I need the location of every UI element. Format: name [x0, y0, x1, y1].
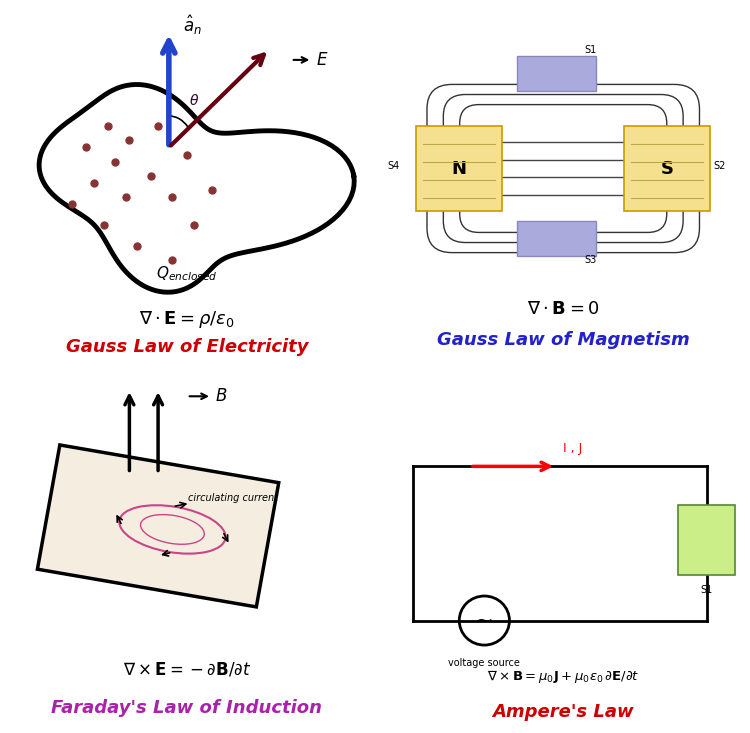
Text: $\nabla \cdot \mathbf{E} = \rho / \varepsilon_0$: $\nabla \cdot \mathbf{E} = \rho / \varep… [139, 309, 235, 330]
FancyBboxPatch shape [416, 127, 503, 210]
Text: Gauss Law of Electricity: Gauss Law of Electricity [65, 338, 308, 356]
Text: ~: ~ [475, 611, 494, 630]
FancyBboxPatch shape [678, 505, 735, 575]
Text: Gauss Law of Magnetism: Gauss Law of Magnetism [436, 331, 689, 349]
Text: I , J: I , J [563, 442, 583, 455]
Text: Ampere's Law: Ampere's Law [493, 703, 634, 721]
Polygon shape [38, 445, 279, 607]
Text: $\nabla \cdot \mathbf{B} = 0$: $\nabla \cdot \mathbf{B} = 0$ [526, 300, 599, 317]
Text: $\nabla \times \mathbf{E} = -\partial \mathbf{B} / \partial t$: $\nabla \times \mathbf{E} = -\partial \m… [123, 660, 251, 679]
Text: S3: S3 [585, 255, 597, 265]
Text: S1: S1 [700, 584, 712, 594]
Text: $Q_{enclosed}$: $Q_{enclosed}$ [156, 265, 218, 283]
Text: voltage source: voltage source [448, 658, 520, 668]
FancyBboxPatch shape [517, 221, 596, 256]
Text: S4: S4 [388, 161, 400, 171]
Text: Faraday's Law of Induction: Faraday's Law of Induction [51, 699, 322, 717]
Text: $\nabla \times \mathbf{B} = \mu_0\mathbf{J} + \mu_0\varepsilon_0\,\partial\mathb: $\nabla \times \mathbf{B} = \mu_0\mathbf… [487, 668, 640, 685]
Text: S: S [661, 160, 674, 177]
Text: $E$: $E$ [316, 51, 328, 69]
FancyBboxPatch shape [517, 56, 596, 92]
Text: circulating current: circulating current [188, 493, 278, 504]
Text: S2: S2 [714, 161, 726, 171]
Text: $B$: $B$ [215, 387, 228, 405]
Text: N: N [452, 160, 466, 177]
FancyBboxPatch shape [624, 127, 710, 210]
Text: $\theta$: $\theta$ [189, 93, 199, 108]
Text: $\hat{a}_n$: $\hat{a}_n$ [183, 13, 202, 37]
Text: S1: S1 [585, 45, 597, 55]
